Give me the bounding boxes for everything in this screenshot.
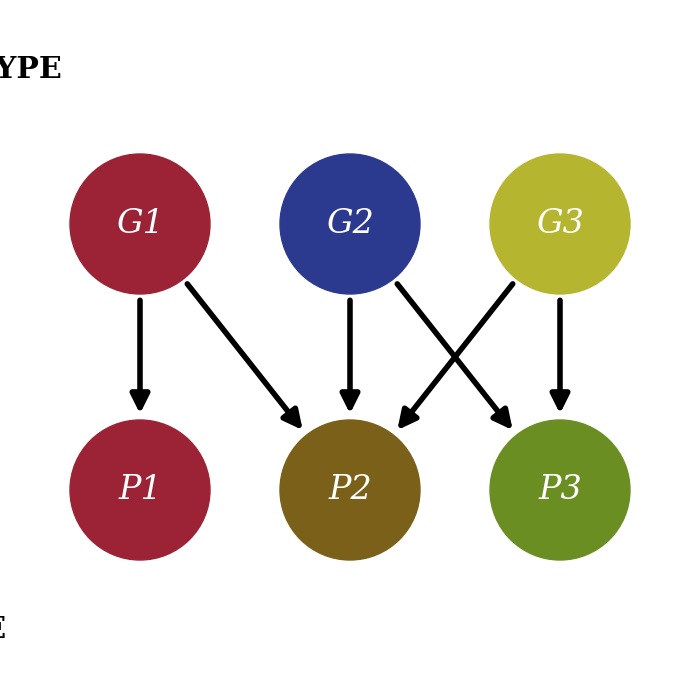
Circle shape	[70, 420, 210, 560]
Circle shape	[70, 154, 210, 294]
Circle shape	[280, 154, 420, 294]
Text: G1: G1	[116, 208, 164, 240]
Text: P2: P2	[328, 474, 372, 506]
Circle shape	[490, 420, 630, 560]
Text: HENOTYPE: HENOTYPE	[0, 615, 7, 645]
Circle shape	[490, 154, 630, 294]
Text: P3: P3	[538, 474, 582, 506]
Text: P1: P1	[118, 474, 162, 506]
Text: ENOTYPE: ENOTYPE	[0, 55, 62, 85]
Text: G2: G2	[326, 208, 374, 240]
Circle shape	[280, 420, 420, 560]
Text: G3: G3	[536, 208, 584, 240]
